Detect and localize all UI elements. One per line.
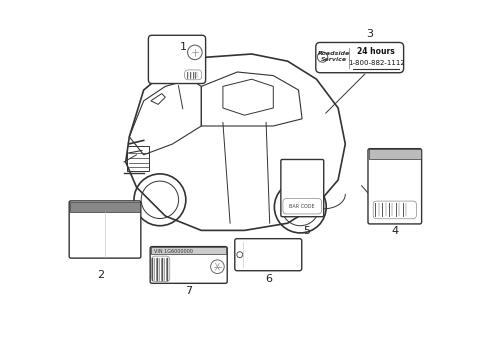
- Text: 1: 1: [180, 42, 186, 52]
- FancyBboxPatch shape: [367, 149, 421, 224]
- Bar: [70, 202, 140, 212]
- FancyBboxPatch shape: [69, 201, 141, 258]
- Text: BAR CODE: BAR CODE: [289, 204, 314, 209]
- Text: 6: 6: [264, 274, 271, 284]
- Text: 5: 5: [302, 226, 309, 236]
- FancyBboxPatch shape: [148, 35, 205, 84]
- Bar: [127, 146, 149, 171]
- Text: 3: 3: [365, 29, 372, 39]
- Text: 4: 4: [390, 226, 398, 236]
- Text: VIN 1G6000000: VIN 1G6000000: [154, 249, 193, 254]
- Text: 1-800-882-1112: 1-800-882-1112: [347, 60, 404, 66]
- FancyBboxPatch shape: [372, 201, 416, 219]
- FancyBboxPatch shape: [184, 70, 202, 80]
- Bar: [151, 247, 226, 255]
- Text: 24 hours: 24 hours: [357, 47, 394, 56]
- FancyBboxPatch shape: [280, 159, 323, 217]
- Bar: [368, 149, 420, 159]
- FancyBboxPatch shape: [151, 256, 169, 282]
- FancyBboxPatch shape: [150, 247, 227, 283]
- FancyBboxPatch shape: [234, 239, 301, 271]
- Text: 7: 7: [185, 286, 192, 296]
- Text: 2: 2: [97, 270, 104, 280]
- FancyBboxPatch shape: [283, 199, 321, 214]
- FancyBboxPatch shape: [315, 42, 403, 73]
- Text: Roadside
Service: Roadside Service: [317, 51, 349, 62]
